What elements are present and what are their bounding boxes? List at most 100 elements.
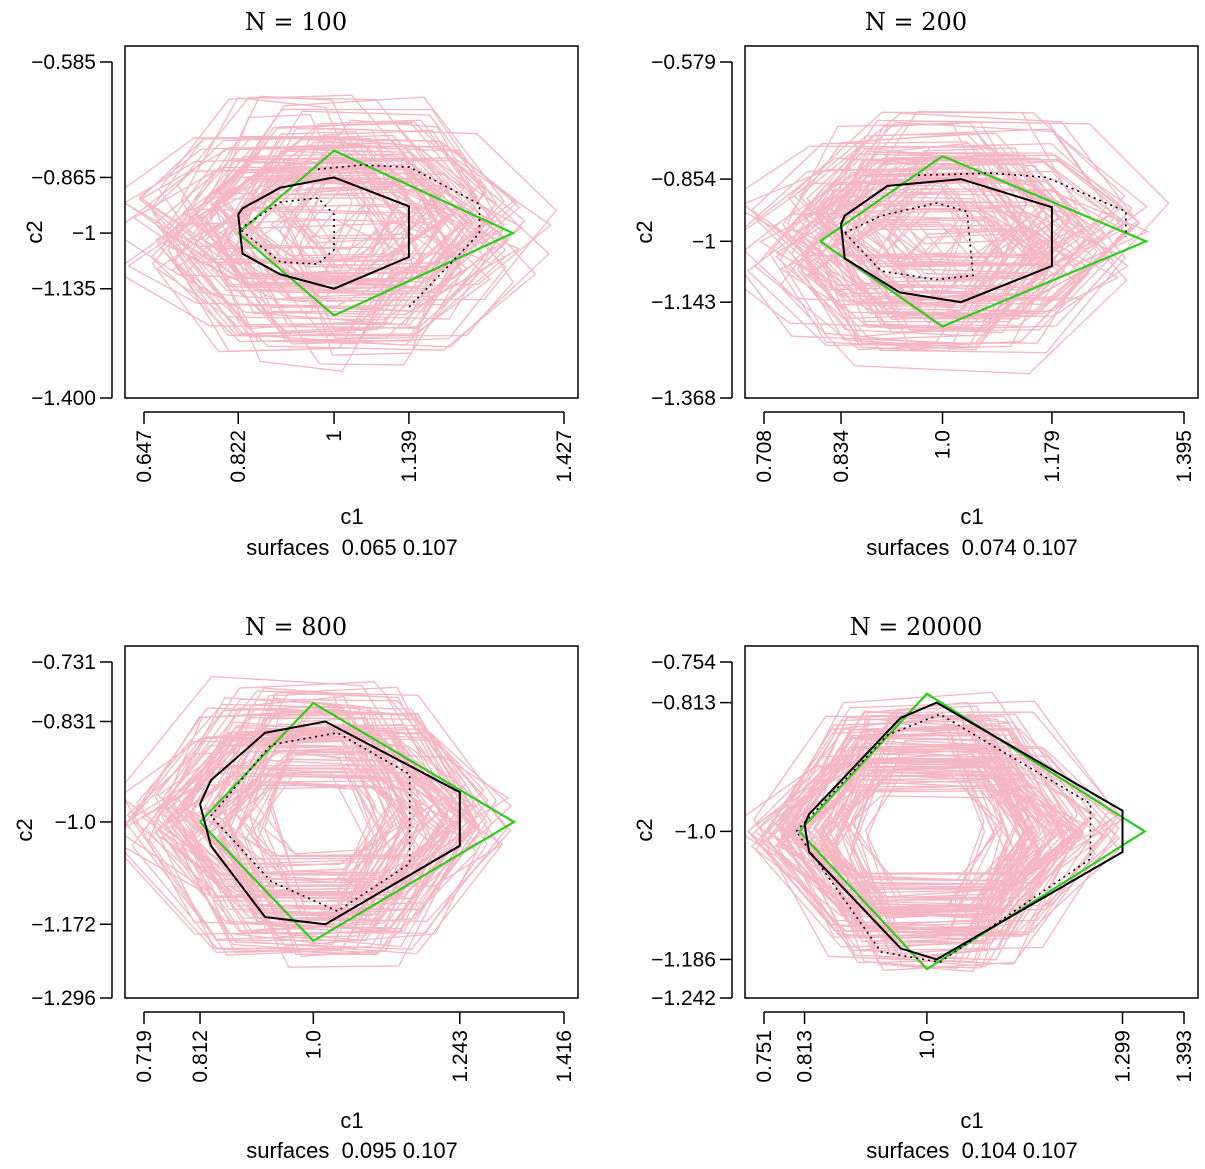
y-axis-label: c2 xyxy=(22,220,47,243)
y-axis-label: c2 xyxy=(632,220,657,243)
sample-polygons xyxy=(745,691,1123,973)
panel-title: N = 200 xyxy=(865,8,967,36)
truth-series-line xyxy=(199,701,517,943)
sample-polygon xyxy=(760,737,1072,952)
sample-polygon xyxy=(180,732,512,900)
estimate-series-line xyxy=(803,701,1124,961)
series-layer xyxy=(819,154,1149,328)
sample-polygon xyxy=(218,723,477,948)
surfaces-caption: surfaces 0.074 0.107 xyxy=(866,535,1078,560)
y-tick-label: −1.143 xyxy=(651,291,716,314)
y-tick-label: −0.585 xyxy=(31,51,96,74)
sample-polygon xyxy=(777,783,1108,890)
sample-polygon xyxy=(125,735,436,866)
sample-polygon xyxy=(788,205,1050,337)
plot-frame xyxy=(124,645,579,999)
y-tick-label: −0.865 xyxy=(31,166,96,189)
y-axis-label: c2 xyxy=(632,818,657,841)
plot-frame xyxy=(744,45,1199,399)
panel-title: N = 20000 xyxy=(850,613,983,641)
series-layer xyxy=(199,701,517,943)
sample-polygon xyxy=(879,179,1077,276)
sample-polygon xyxy=(212,695,392,932)
sample-polygon xyxy=(157,745,483,860)
sample-polygon xyxy=(125,137,450,250)
x-tick-label: 1.139 xyxy=(398,430,421,483)
sample-polygon xyxy=(760,725,1097,965)
y-tick-label: −1.242 xyxy=(651,987,716,1010)
sample-polygon xyxy=(186,166,406,330)
y-axis-label: c2 xyxy=(12,818,37,841)
x-tick-label: 1.0 xyxy=(916,1030,939,1059)
x-tick-label: 0.812 xyxy=(189,1030,212,1083)
surfaces-caption: surfaces 0.095 0.107 xyxy=(246,1138,458,1163)
x-axis: 0.719 0.812 1.0 1.243 1.416 xyxy=(133,1011,576,1083)
sample-polygon xyxy=(827,724,1063,916)
x-axis: 0.647 0.822 1 1.139 1.427 xyxy=(133,411,576,483)
y-tick-label: −1.172 xyxy=(31,913,96,936)
sample-polygon xyxy=(249,711,394,922)
sample-polygon xyxy=(154,197,457,285)
x-tick-label: 1.427 xyxy=(553,430,576,483)
x-axis-label: c1 xyxy=(960,1108,983,1133)
y-tick-label: −1 xyxy=(692,230,716,253)
sample-polygon xyxy=(832,215,1050,300)
y-tick-label: −1.296 xyxy=(31,987,96,1010)
sample-polygon xyxy=(217,751,478,898)
surfaces-caption: surfaces 0.104 0.107 xyxy=(866,1138,1078,1163)
x-tick-label: 0.719 xyxy=(133,1030,156,1083)
truth-series-line xyxy=(237,149,516,317)
x-tick-label: 1.393 xyxy=(1173,1030,1196,1083)
sample-polygon xyxy=(284,190,460,339)
sample-polygon xyxy=(812,760,1068,919)
sample-polygon xyxy=(887,144,1049,265)
dotted-series-line xyxy=(795,713,1092,964)
sample-polygon xyxy=(222,686,459,933)
sample-polygon xyxy=(216,127,558,302)
panel-title: N = 100 xyxy=(245,8,347,36)
y-axis: −0.579 −0.854 −1 −1.143 −1.368 xyxy=(651,51,733,410)
sample-polygon xyxy=(161,146,444,335)
sample-polygon xyxy=(853,715,1033,969)
plot-frame xyxy=(744,645,1199,999)
x-tick-label: 0.751 xyxy=(753,1030,776,1083)
sample-polygon xyxy=(279,138,505,320)
sample-polygon xyxy=(843,188,1125,274)
dotted-series-line xyxy=(210,731,411,913)
y-tick-label: −1.400 xyxy=(31,387,96,410)
x-tick-label: 1.299 xyxy=(1112,1030,1135,1083)
sample-polygon xyxy=(267,702,424,903)
truth-series-line xyxy=(798,692,1147,971)
sample-polygon xyxy=(234,175,422,333)
sample-polygon xyxy=(780,711,1120,933)
y-tick-label: −1.368 xyxy=(651,387,716,410)
sample-polygon xyxy=(793,193,998,295)
sample-polygon xyxy=(194,145,518,283)
sample-polygon xyxy=(750,141,1046,264)
series-layer xyxy=(795,692,1147,971)
y-tick-label: −0.731 xyxy=(31,651,96,674)
y-axis: −0.754 −0.813 −1.0 −1.186 −1.242 xyxy=(651,651,733,1010)
sample-polygon xyxy=(204,122,496,326)
sample-polygon xyxy=(227,769,368,907)
sample-polygon xyxy=(801,153,1098,344)
sample-polygon xyxy=(216,692,463,937)
series-layer xyxy=(237,149,516,317)
sample-polygon xyxy=(780,765,1097,874)
y-tick-label: −1.0 xyxy=(55,811,96,834)
sample-polygon xyxy=(807,218,1049,329)
x-tick-label: 1.0 xyxy=(932,430,955,459)
sample-polygon xyxy=(189,146,422,278)
sample-polygon xyxy=(163,780,504,892)
sample-polygon xyxy=(126,219,424,307)
sample-polygon xyxy=(208,775,480,881)
x-tick-label: 1.0 xyxy=(302,1030,325,1059)
sample-polygon xyxy=(194,782,478,896)
sample-polygon xyxy=(805,132,1071,283)
sample-polygon xyxy=(849,722,1038,960)
sample-polygon xyxy=(817,774,1040,902)
estimate-series-line xyxy=(237,176,410,290)
sample-polygon xyxy=(166,728,512,923)
sample-polygon xyxy=(153,768,458,881)
